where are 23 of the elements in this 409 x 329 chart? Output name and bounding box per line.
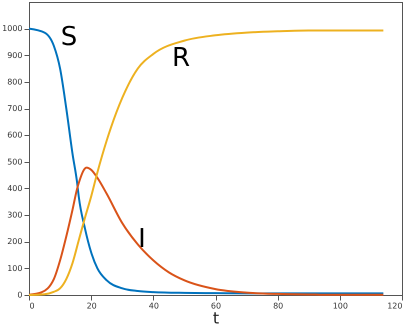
y-tick-label: 1000 — [2, 24, 22, 34]
x-tick-label: 100 — [332, 302, 348, 310]
x-tick-label: 120 — [387, 302, 402, 310]
y-tick-label: 0 — [17, 290, 22, 300]
x-tick-label: 0 — [30, 302, 35, 310]
line-series — [28, 166, 384, 296]
y-tick-label: 500 — [7, 157, 22, 166]
x-tick-label: 60 — [210, 302, 222, 310]
y-tick-label: 300 — [7, 210, 22, 220]
y-tick-label: 400 — [7, 184, 22, 193]
x-tick-label: 40 — [148, 302, 159, 310]
y-tick-label: 900 — [7, 50, 22, 60]
series-label: R — [172, 43, 190, 73]
x-tick-label: 80 — [273, 302, 284, 310]
y-tick-label: 200 — [7, 237, 22, 246]
y-tick-label: 800 — [7, 77, 22, 86]
y-tick-label: 700 — [7, 104, 22, 114]
y-tick-label: 100 — [7, 264, 22, 273]
series-label: I — [138, 224, 146, 254]
x-tick-label: 20 — [86, 302, 97, 310]
x-axis-title: t — [212, 308, 220, 328]
series-label: S — [60, 22, 78, 52]
y-tick-label: 600 — [7, 130, 22, 140]
